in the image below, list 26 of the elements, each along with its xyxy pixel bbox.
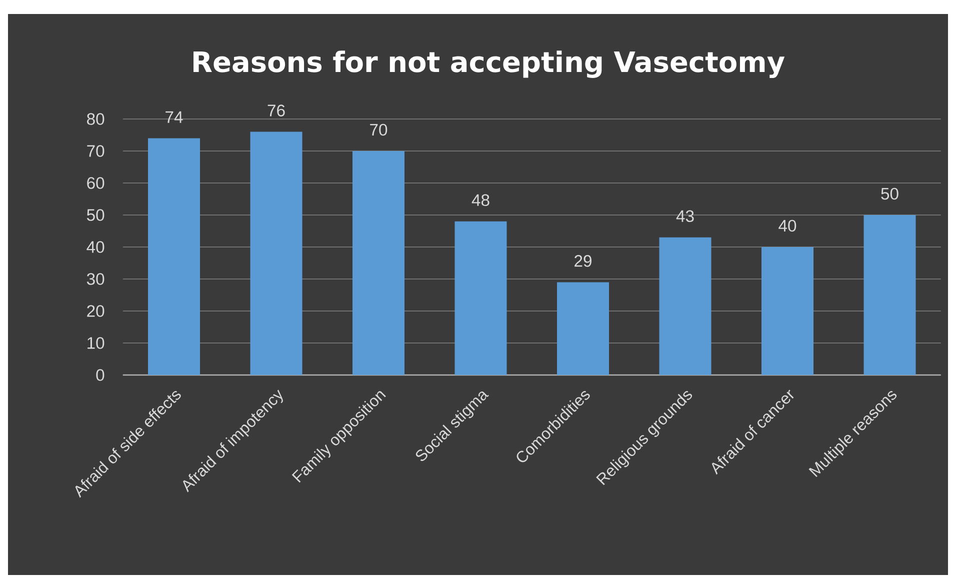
bar [454, 221, 507, 375]
y-tick-label: 80 [87, 113, 104, 125]
data-label: 48 [472, 194, 490, 206]
y-tick-label: 70 [87, 145, 104, 157]
bar [250, 132, 302, 375]
data-label: 29 [574, 255, 592, 267]
data-label: 76 [268, 104, 285, 116]
y-tick-label: 0 [96, 369, 104, 381]
y-tick-label: 40 [86, 241, 104, 253]
chart-title: Reasons for not accepting Vasectomy [194, 50, 785, 78]
y-tick-label: 60 [87, 177, 104, 189]
bar [556, 282, 609, 375]
y-tick-label: 30 [86, 273, 104, 285]
bar [148, 138, 200, 375]
bar [761, 247, 814, 375]
y-tick-label: 10 [88, 337, 104, 349]
y-tick-label: 20 [87, 305, 104, 317]
data-label: 43 [676, 210, 694, 222]
y-tick-label: 50 [86, 209, 104, 221]
data-label: 40 [778, 220, 796, 232]
data-label: 70 [370, 124, 388, 136]
bar [352, 151, 404, 375]
bar [659, 237, 712, 375]
bar [864, 215, 916, 375]
data-label: 74 [166, 111, 183, 123]
data-label: 50 [881, 188, 898, 200]
